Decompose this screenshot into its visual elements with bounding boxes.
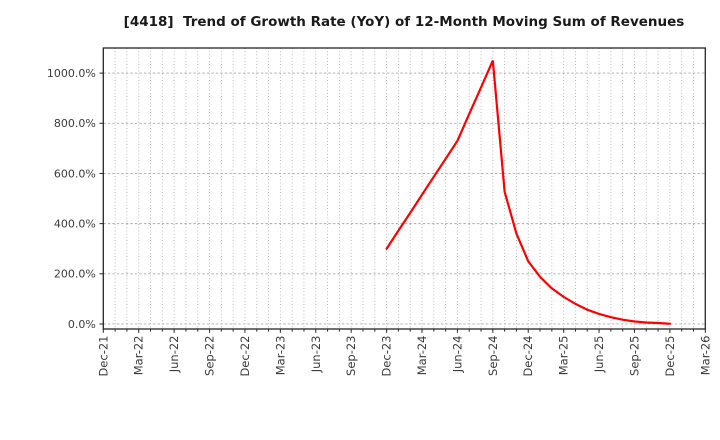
x-tick-label: Sep-23 — [344, 336, 358, 376]
plot-area — [103, 48, 706, 329]
x-tick-label: Dec-25 — [663, 336, 677, 377]
x-tick-label: Jun-25 — [592, 336, 606, 374]
y-tick-label: 600.0% — [54, 167, 96, 180]
x-tick-label: Mar-23 — [273, 336, 287, 376]
y-tick-label: 800.0% — [54, 117, 96, 130]
plot-border — [102, 47, 706, 330]
x-tick-label: Dec-24 — [521, 336, 535, 377]
x-tick-label: Dec-21 — [96, 336, 110, 377]
x-tick-label: Sep-24 — [486, 336, 500, 376]
x-tick-label: Mar-22 — [132, 336, 146, 376]
y-tick-label: 0.0% — [68, 318, 96, 331]
chart-title: [4418] Trend of Growth Rate (YoY) of 12-… — [123, 14, 685, 30]
x-tick-label: Dec-22 — [238, 336, 252, 377]
x-tick-label: Mar-24 — [415, 336, 429, 376]
y-tick-label: 400.0% — [54, 217, 96, 230]
growth-rate-line — [385, 60, 671, 325]
y-tick-label: 1000.0% — [47, 67, 96, 80]
x-tick-label: Jun-23 — [309, 336, 323, 374]
x-tick-label: Sep-25 — [627, 336, 641, 376]
x-tick-label: Sep-22 — [203, 336, 217, 376]
x-tick-label: Mar-25 — [557, 336, 571, 376]
x-tick-label: Jun-24 — [450, 336, 464, 374]
x-tick-label: Dec-23 — [380, 336, 394, 377]
x-tick-label: Mar-26 — [698, 336, 712, 376]
y-tick-label: 200.0% — [54, 268, 96, 281]
x-tick-label: Jun-22 — [167, 336, 181, 374]
